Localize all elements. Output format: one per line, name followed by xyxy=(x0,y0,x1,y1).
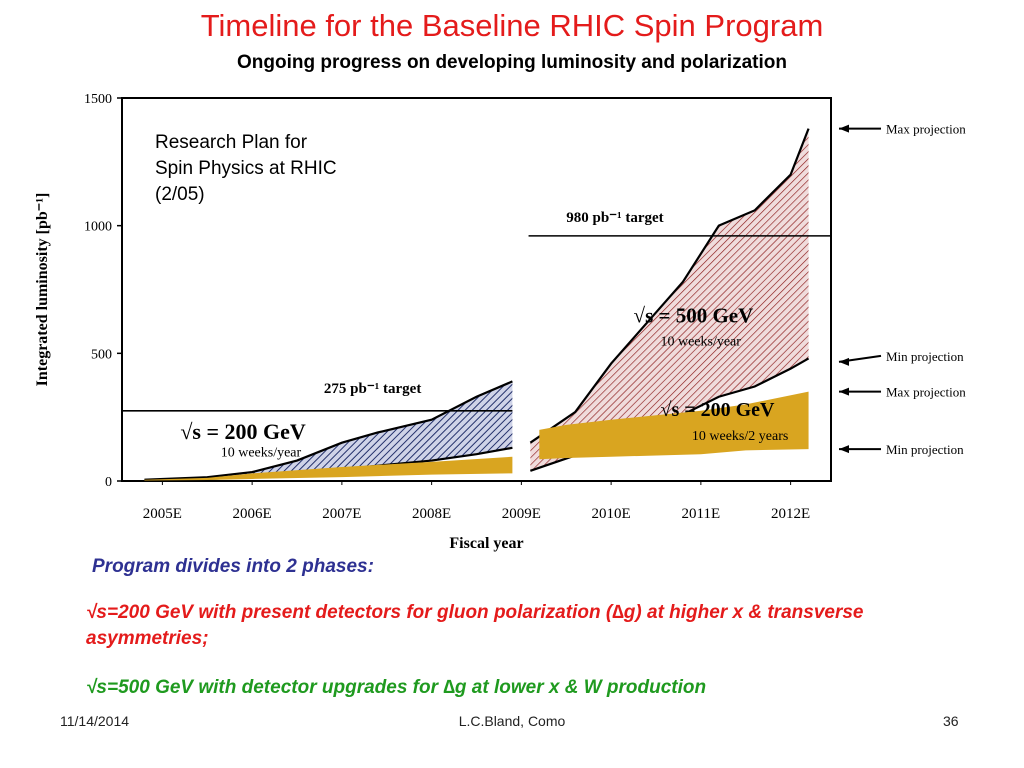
annotation-text: Research Plan for xyxy=(155,132,308,153)
label-500gev: √s = 500 GeV xyxy=(634,304,754,328)
x-tick-label: 2010E xyxy=(592,506,631,522)
y-axis-label: Integrated luminosity [pb⁻¹] xyxy=(34,193,51,387)
label-500gev-sub: 10 weeks/year xyxy=(660,335,741,350)
axis-break xyxy=(514,100,529,479)
x-tick-label: 2007E xyxy=(322,506,361,522)
label-200gev-sub: 10 weeks/year xyxy=(221,446,302,461)
label-200gev-b: √s = 200 GeV xyxy=(660,399,775,421)
band-500gev-red xyxy=(530,128,809,471)
band-200gev-blue xyxy=(144,381,513,481)
band-200gev-gold xyxy=(144,456,513,481)
y-tick-label: 0 xyxy=(105,475,112,490)
phase-200-text: √s=200 GeV with present detectors for gl… xyxy=(86,602,864,649)
projection-arrowhead xyxy=(839,357,849,366)
phase-500-text: √s=500 GeV with detector upgrades for ∆g… xyxy=(86,677,707,698)
x-tick-label: 2009E xyxy=(502,506,541,522)
y-tick-label: 1000 xyxy=(84,220,112,235)
label-200gev: √s = 200 GeV xyxy=(180,419,306,444)
phases-heading: Program divides into 2 phases: xyxy=(92,556,374,577)
projection-label: Min projection xyxy=(886,349,964,364)
projection-label: Max projection xyxy=(886,385,966,400)
x-tick-label: 2005E xyxy=(143,506,182,522)
target-500-label: 980 pb⁻¹ target xyxy=(566,210,663,226)
y-tick-label: 1500 xyxy=(84,92,112,107)
footer-page-number: 36 xyxy=(943,713,959,729)
projection-arrowhead xyxy=(839,387,849,396)
y-tick-label: 500 xyxy=(91,347,112,362)
x-tick-label: 2006E xyxy=(233,506,272,522)
x-axis-label: Fiscal year xyxy=(449,535,523,552)
annotation-text: (2/05) xyxy=(155,184,205,205)
target-200-label: 275 pb⁻¹ target xyxy=(324,381,421,397)
band-200gev-blue-max-line xyxy=(144,380,513,481)
band-500gev-red-max-line xyxy=(529,128,810,444)
x-tick-label: 2011E xyxy=(682,506,721,522)
footer-author: L.C.Bland, Como xyxy=(458,713,566,729)
slide-title: Timeline for the Baseline RHIC Spin Prog… xyxy=(200,8,824,43)
slide-subtitle: Ongoing progress on developing luminosit… xyxy=(237,52,787,73)
x-tick-label: 2012E xyxy=(771,506,810,522)
projection-label: Min projection xyxy=(886,442,964,457)
label-200gev-b-sub: 10 weeks/2 years xyxy=(692,429,788,444)
x-tick-label: 2008E xyxy=(412,506,451,522)
footer-date: 11/14/2014 xyxy=(60,713,130,729)
projection-arrowhead xyxy=(839,445,849,454)
band-200gev-2yr-gold xyxy=(539,391,809,460)
projection-label: Max projection xyxy=(886,122,966,137)
projection-arrowhead xyxy=(839,124,849,133)
luminosity-chart: 0 500 1000 1500 2005E 2006E 2007E 2008E 2009E 201… xyxy=(34,92,966,552)
annotation-text: Spin Physics at RHIC xyxy=(155,158,337,179)
